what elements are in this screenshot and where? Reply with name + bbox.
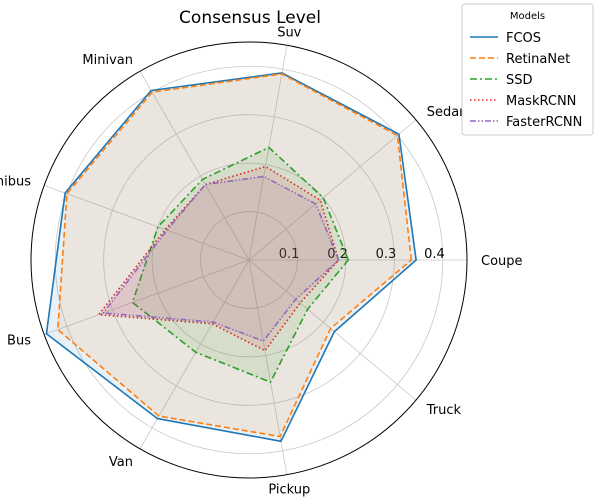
legend-label-fcos: FCOS: [506, 31, 541, 46]
axis-labels: Coupe Sedan Suv Minivan Minibus Bus Van Pickup T…: [0, 26, 523, 498]
axis-label-minivan: Minivan: [82, 53, 133, 68]
legend-label-maskrcnn: MaskRCNN: [506, 94, 576, 109]
spoke-sedan: [248, 119, 417, 261]
series-fill-fasterrcnn: [103, 176, 339, 342]
series-line-maskrcnn: [97, 165, 340, 352]
legend-label-fasterrcnn: FasterRCNN: [506, 115, 582, 130]
axis-label-pickup: Pickup: [268, 482, 310, 497]
chart-title: Consensus Level: [179, 8, 321, 28]
spoke-minivan: [139, 71, 250, 261]
spoke-suv: [248, 45, 288, 261]
series-line-retinanet: [56, 73, 413, 438]
series-line-fcos: [45, 72, 417, 443]
legend-label-retinanet: RetinaNet: [506, 52, 570, 67]
axis-label-sedan: Sedan: [427, 105, 468, 120]
r-tick-label: 0.3: [376, 247, 397, 262]
spoke-truck: [248, 259, 417, 401]
series-line-fasterrcnn: [102, 175, 340, 342]
r-tick-label: 0.1: [279, 247, 300, 262]
r-tick-label: 0.4: [424, 247, 445, 262]
legend: Models FCOS RetinaNet SSD MaskRCNN FasterRCNN: [461, 3, 594, 136]
series-line-ssd: [131, 146, 350, 383]
spoke-van: [139, 259, 250, 449]
spoke-bus: [44, 259, 250, 335]
series-fill-retinanet: [57, 73, 412, 437]
axis-label-truck: Truck: [426, 403, 462, 418]
series-polygons: [45, 72, 417, 443]
axis-label-suv: Suv: [277, 26, 301, 41]
series-fill-fcos: [46, 72, 417, 442]
legend-label-ssd: SSD: [506, 73, 533, 88]
spoke-minibus: [44, 185, 250, 261]
legend-title: Models: [510, 11, 545, 22]
radar-grid: 0.1 0.2 0.3 0.4: [30, 41, 468, 479]
axis-label-bus: Bus: [7, 333, 31, 348]
spoke-pickup: [248, 259, 288, 475]
r-tick-label: 0.2: [327, 247, 348, 262]
axis-label-minibus: Minibus: [0, 175, 31, 190]
series-fill-maskrcnn: [98, 166, 339, 351]
axis-label-coupe: Coupe: [481, 254, 523, 269]
axis-label-van: Van: [109, 455, 133, 470]
outer-frame: [30, 41, 468, 479]
